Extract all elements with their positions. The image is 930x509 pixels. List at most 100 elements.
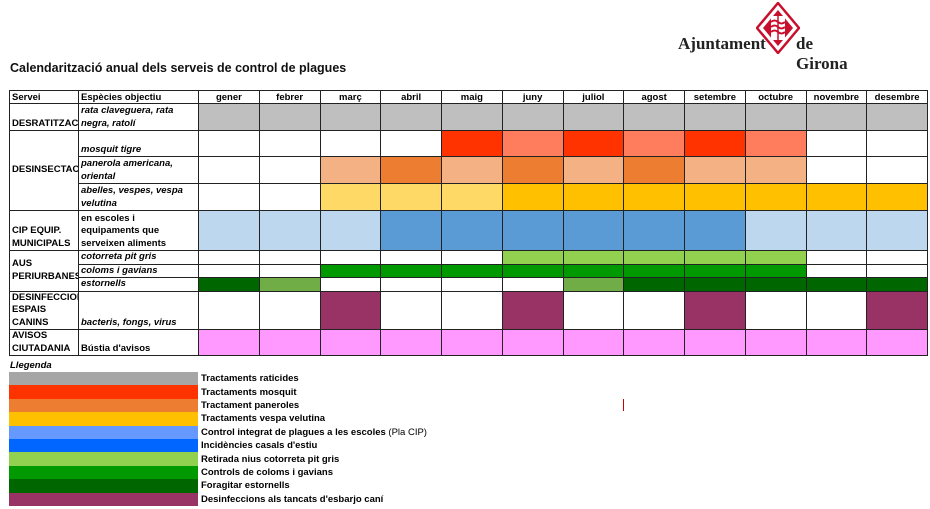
month-cell-novembre <box>805 103 868 131</box>
month-cell-juny <box>501 183 564 211</box>
month-cell-juny <box>501 277 564 292</box>
month-cell-gener <box>198 130 260 157</box>
header-month: maig <box>441 90 503 104</box>
month-cell-gener <box>198 277 260 292</box>
month-cell-abril <box>380 183 442 211</box>
legend-label-text: Control integrat de plagues a les escole… <box>201 426 386 438</box>
month-cell-abril <box>380 210 442 251</box>
especies-cell: coloms i gavians <box>78 263 199 278</box>
servei-cell: DESINSECTACIÓ <box>9 130 79 211</box>
legend-swatch <box>9 465 198 480</box>
table-row: AUS PERIURBANES cotorreta pit gris <box>9 250 928 292</box>
legend-label-text: Tractaments mosquit <box>201 386 297 398</box>
month-cell-desembre <box>866 250 928 265</box>
month-cell-juny <box>501 290 564 330</box>
month-cell-desembre <box>866 156 928 184</box>
legend-label-text: Desinfeccions als tancats d'esbarjo caní <box>201 493 384 505</box>
month-cell-juliol <box>562 263 625 278</box>
month-cell-abril <box>380 290 442 330</box>
month-cell-desembre <box>866 103 928 131</box>
legend-title: Llegenda <box>10 360 52 371</box>
especies-cell: abelles, vespes, vespa velutina <box>78 183 199 211</box>
month-cell-març <box>319 329 382 356</box>
month-cell-abril <box>380 263 442 278</box>
month-cell-desembre <box>866 183 928 211</box>
month-cell-desembre <box>866 277 928 292</box>
month-cell-febrer <box>258 329 321 356</box>
legend-swatch <box>9 385 198 399</box>
month-cell-maig <box>441 290 503 330</box>
month-cell-juliol <box>562 329 625 356</box>
legend-swatch <box>9 425 198 439</box>
legend-label-text: Foragitar estornells <box>201 480 290 492</box>
month-cell-agost <box>623 250 685 265</box>
month-cell-abril <box>380 277 442 292</box>
month-cell-febrer <box>258 250 321 265</box>
especies-cell: mosquit tigre <box>78 130 199 157</box>
month-cell-març <box>319 156 382 184</box>
especies-cell: rata claveguera, rata negra, ratolí <box>78 103 199 131</box>
legend: Tractaments raticides Tractaments mosquit… <box>9 372 427 506</box>
table-row: coloms i gavians <box>10 263 928 278</box>
month-cell-maig <box>441 263 503 278</box>
month-cell-agost <box>623 263 685 278</box>
month-cell-octubre <box>744 250 807 265</box>
legend-swatch <box>9 372 198 386</box>
header-month: desembre <box>866 90 928 104</box>
month-cell-juny <box>501 329 564 356</box>
month-cell-maig <box>441 210 503 251</box>
month-cell-abril <box>380 130 442 157</box>
month-cell-juliol <box>562 183 625 211</box>
month-cell-novembre <box>805 250 868 265</box>
month-cell-maig <box>441 130 503 157</box>
month-cell-octubre <box>744 130 807 157</box>
legend-item: Incidències casals d'estiu <box>9 438 427 453</box>
month-cell-març <box>319 103 382 131</box>
month-cell-desembre <box>866 263 928 278</box>
header-month: abril <box>380 90 442 104</box>
servei-cell: CIP EQUIP. MUNICIPALS <box>9 210 79 251</box>
month-cell-març <box>319 277 382 292</box>
header-month: novembre <box>805 90 868 104</box>
legend-label: Desinfeccions als tancats d'esbarjo caní <box>201 494 383 505</box>
legend-label-text: Controls de coloms i gavians <box>201 466 333 478</box>
legend-item: Tractaments mosquit <box>9 385 427 399</box>
logo-text-left: Ajuntament <box>678 34 766 53</box>
legend-label-text: Tractament paneroles <box>201 399 300 411</box>
month-cell-maig <box>441 103 503 131</box>
month-cell-setembre <box>684 290 746 330</box>
table-row: panerola americana, oriental <box>10 156 928 184</box>
legend-label: Controls de coloms i gavians <box>201 467 333 478</box>
header-month: octubre <box>744 90 807 104</box>
month-cell-juny <box>501 250 564 265</box>
legend-label: Tractament paneroles <box>201 400 299 411</box>
servei-cell: AVISOS CIUTADANIA <box>9 329 79 356</box>
month-cell-octubre <box>744 277 807 292</box>
especies-cell: panerola americana, oriental <box>78 156 199 184</box>
legend-label-text: Retirada nius cotorreta pit gris <box>201 453 340 465</box>
header-month: febrer <box>258 90 321 104</box>
month-cell-gener <box>198 250 260 265</box>
month-cell-novembre <box>805 210 868 251</box>
month-cell-març <box>319 290 382 330</box>
month-cell-març <box>319 250 382 265</box>
month-cell-agost <box>623 329 685 356</box>
legend-label: Tractaments raticides <box>201 373 299 384</box>
month-cell-novembre <box>805 156 868 184</box>
table-header-row: Servei Espècies objectiu gener febrer març… <box>9 90 928 104</box>
header-especies: Espècies objectiu <box>78 90 199 104</box>
month-cell-novembre <box>805 277 868 292</box>
header-month: gener <box>198 90 260 104</box>
month-cell-juny <box>501 130 564 157</box>
month-cell-setembre <box>684 103 746 131</box>
month-cell-juliol <box>562 277 625 292</box>
month-cell-gener <box>198 156 260 184</box>
legend-label-text: Tractaments raticides <box>201 373 299 385</box>
especies-cell: en escoles i equipaments que serveixen a… <box>78 210 199 251</box>
especies-cell: bacteris, fongs, virus <box>78 290 199 330</box>
month-cell-abril <box>380 103 442 131</box>
month-cell-maig <box>441 277 503 292</box>
month-cell-gener <box>198 263 260 278</box>
month-cell-setembre <box>684 210 746 251</box>
month-cell-gener <box>198 290 260 330</box>
